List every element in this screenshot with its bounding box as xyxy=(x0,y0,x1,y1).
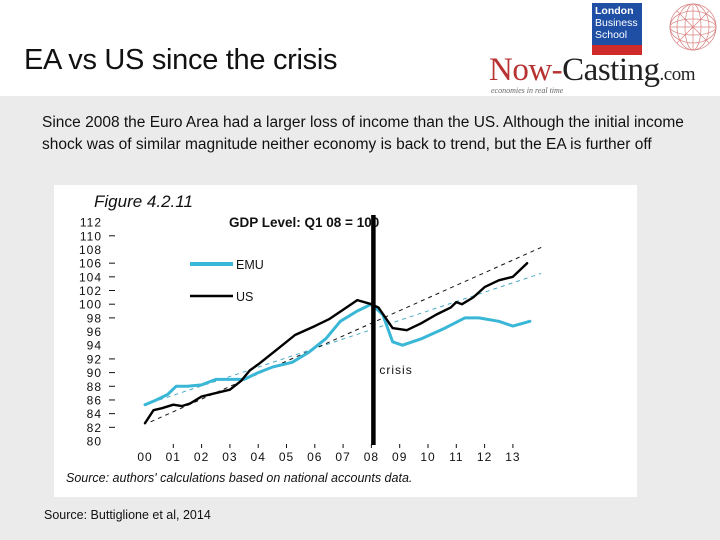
nowcasting-dash: - xyxy=(551,52,563,88)
x-tick-label: 04 xyxy=(251,450,266,464)
figure-panel: Figure 4.2.11 GDP Level: Q1 08 = 100 80 8… xyxy=(54,185,637,497)
x-tick-label: 13 xyxy=(505,450,520,464)
globe-icon xyxy=(669,3,717,51)
nowcasting-casting: Casting xyxy=(562,52,660,88)
legend-us-label: US xyxy=(236,290,253,304)
x-tick-label: 00 xyxy=(137,450,152,464)
chart-legend: EMU US xyxy=(190,258,264,304)
source-note: Source: Buttiglione et al, 2014 xyxy=(44,508,211,522)
chart-title: GDP Level: Q1 08 = 100 xyxy=(229,215,379,230)
nowcasting-com: .com xyxy=(659,64,696,85)
lbs-logo-line3: School xyxy=(595,29,628,41)
slide-header: EA vs US since the crisis London Busines… xyxy=(0,0,720,96)
gdp-chart: Figure 4.2.11 GDP Level: Q1 08 = 100 808… xyxy=(66,192,542,485)
x-tick-label: 05 xyxy=(279,450,294,464)
lbs-logo-red-band xyxy=(592,45,642,55)
x-tick-label: 01 xyxy=(166,450,181,464)
nowcasting-tagline: economies in real time xyxy=(491,86,564,95)
emu-trend-line xyxy=(158,272,542,401)
y-tick-label: 84 xyxy=(87,407,102,421)
intro-paragraph: Since 2008 the Euro Area had a larger lo… xyxy=(42,114,684,153)
x-tick-label: 08 xyxy=(364,450,379,464)
y-tick-label: 112 xyxy=(80,216,102,230)
x-axis: 00 01 02 03 04 05 06 07 08 09 10 11 12 13 xyxy=(137,444,520,464)
emu-series-line xyxy=(143,302,532,407)
us-series-line xyxy=(143,261,529,425)
y-tick-label: 90 xyxy=(87,366,102,380)
y-tick-label: 88 xyxy=(87,380,102,394)
y-tick-label: 100 xyxy=(79,298,102,312)
y-tick-label: 94 xyxy=(87,339,102,353)
y-tick-label: 80 xyxy=(87,435,102,449)
y-tick-label: 102 xyxy=(79,284,102,298)
x-tick-label: 10 xyxy=(420,450,435,464)
london-business-school-logo: London Business School xyxy=(592,3,642,55)
series-lines xyxy=(143,261,532,425)
crisis-annotation: crisis xyxy=(379,363,412,377)
nowcasting-logo: Now-Casting.com xyxy=(489,52,695,89)
chart-caption: Source: authors' calculations based on n… xyxy=(66,471,412,485)
y-tick-label: 104 xyxy=(79,270,102,284)
y-tick-label: 110 xyxy=(80,229,102,243)
nowcasting-now: Now xyxy=(489,52,552,88)
x-tick-label: 06 xyxy=(307,450,322,464)
x-tick-label: 07 xyxy=(335,450,350,464)
figure-label: Figure 4.2.11 xyxy=(94,192,193,211)
x-tick-label: 11 xyxy=(449,450,463,464)
lbs-logo-line2: Business xyxy=(595,17,638,29)
x-tick-label: 09 xyxy=(392,450,407,464)
y-tick-label: 82 xyxy=(87,421,102,435)
y-tick-label: 108 xyxy=(79,243,102,257)
x-tick-label: 03 xyxy=(222,450,237,464)
x-tick-label: 02 xyxy=(194,450,209,464)
y-axis: 8082848688909294969810010210410610811011… xyxy=(79,216,115,449)
y-tick-label: 96 xyxy=(87,325,102,339)
x-tick-label: 12 xyxy=(477,450,492,464)
lbs-logo-line1: London xyxy=(595,5,634,17)
y-tick-label: 86 xyxy=(87,393,102,407)
y-tick-label: 106 xyxy=(79,257,102,271)
y-tick-label: 98 xyxy=(87,311,102,325)
legend-emu-label: EMU xyxy=(236,258,264,272)
y-tick-label: 92 xyxy=(87,352,102,366)
slide-title: EA vs US since the crisis xyxy=(24,44,338,76)
